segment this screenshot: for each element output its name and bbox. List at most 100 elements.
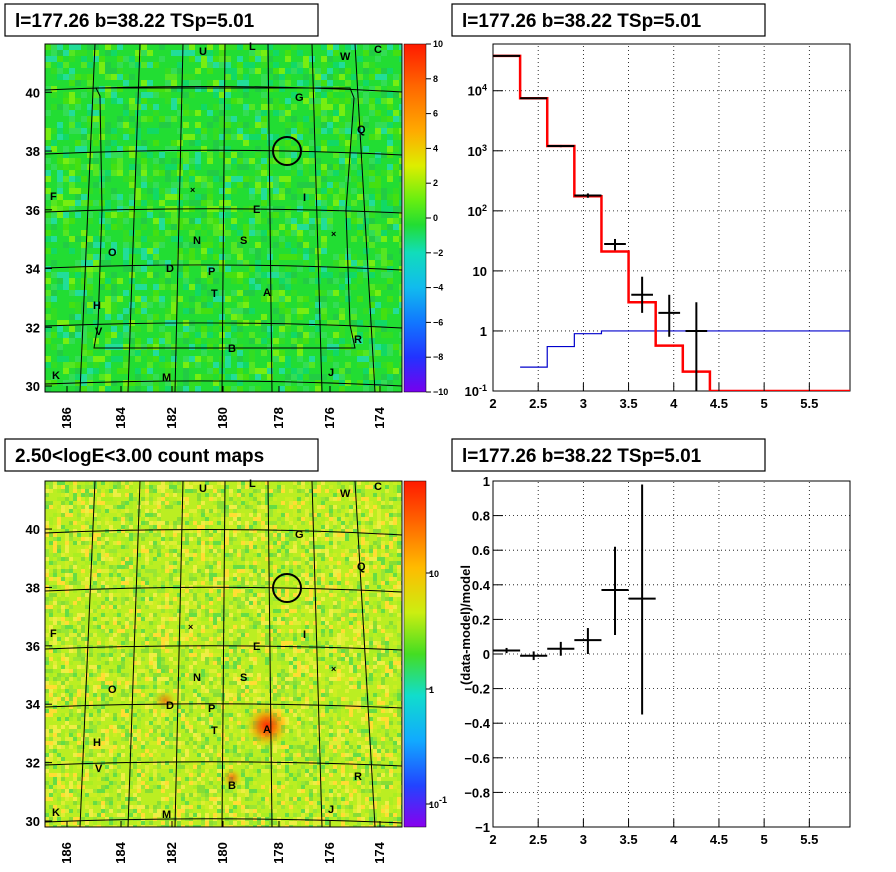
map-pixel [377,625,381,629]
map-pixel [309,585,313,589]
map-pixel [353,545,357,549]
map-pixel [313,553,317,557]
map-pixel [393,489,397,493]
map-pixel [381,545,385,549]
map-pixel [101,601,105,605]
map-pixel [209,641,213,645]
map-pixel [149,677,153,681]
map-pixel [317,657,321,661]
map-pixel [241,629,245,633]
map-pixel [357,641,361,645]
map-pixel [279,86,285,92]
map-pixel [93,56,99,62]
ts-map-grid [45,44,402,392]
map-pixel [145,665,149,669]
map-pixel [105,254,111,260]
map-pixel [57,601,61,605]
map-pixel [81,581,85,585]
map-pixel [255,248,261,254]
map-pixel [357,629,361,633]
map-pixel [193,609,197,613]
map-pixel [145,669,149,673]
map-pixel [375,128,381,134]
map-pixel [249,573,253,577]
map-pixel [357,585,361,589]
map-pixel [257,529,261,533]
map-pixel [161,541,165,545]
map-pixel [141,98,147,104]
map-pixel [249,537,253,541]
map-pixel [201,194,207,200]
map-pixel [389,505,393,509]
map-pixel [249,605,253,609]
map-pixel [177,601,181,605]
map-pixel [285,158,291,164]
map-pixel [57,122,63,128]
map-pixel [345,320,351,326]
map-pixel [61,653,65,657]
map-pixel [45,529,49,533]
map-pixel [159,92,165,98]
map-pixel [49,573,53,577]
map-pixel [397,505,401,509]
map-pixel [277,625,281,629]
map-pixel [361,589,365,593]
map-pixel [87,308,93,314]
source-circle [272,136,302,166]
map-pixel [173,545,177,549]
map-pixel [365,553,369,557]
map-pixel [201,569,205,573]
map-pixel [327,164,333,170]
map-pixel [297,344,303,350]
map-pixel [249,529,253,533]
map-pixel [277,517,281,521]
map-pixel [57,158,63,164]
map-pixel [237,158,243,164]
map-pixel [207,266,213,272]
map-pixel [219,44,225,50]
map-pixel [265,569,269,573]
map-pixel [181,633,185,637]
map-pixel [381,248,387,254]
map-pixel [123,362,129,368]
map-pixel [357,589,361,593]
map-pixel [353,553,357,557]
map-pixel [389,497,393,501]
map-pixel [313,533,317,537]
map-pixel [153,158,159,164]
map-pixel [135,194,141,200]
map-pixel [189,224,195,230]
map-pixel [345,344,351,350]
map-pixel [169,645,173,649]
map-pixel [265,525,269,529]
map-pixel [189,649,193,653]
map-pixel [381,569,385,573]
map-pixel [293,677,297,681]
map-pixel [221,641,225,645]
map-pixel [81,200,87,206]
map-pixel [325,545,329,549]
map-pixel [169,485,173,489]
map-pixel [85,637,89,641]
map-pixel [273,272,279,278]
map-pixel [345,350,351,356]
map-pixel [161,565,165,569]
map-pixel [265,497,269,501]
map-pixel [201,617,205,621]
map-pixel [197,605,201,609]
map-pixel [159,212,165,218]
map-pixel [45,362,51,368]
map-pixel [305,569,309,573]
map-pixel [177,609,181,613]
map-pixel [197,625,201,629]
map-pixel [369,641,373,645]
map-pixel [183,266,189,272]
map-pixel [209,589,213,593]
map-pixel [57,641,61,645]
map-pixel [309,553,313,557]
map-pixel [369,326,375,332]
map-pixel [329,561,333,565]
map-pixel [363,92,369,98]
map-pixel [245,569,249,573]
map-pixel [117,320,123,326]
